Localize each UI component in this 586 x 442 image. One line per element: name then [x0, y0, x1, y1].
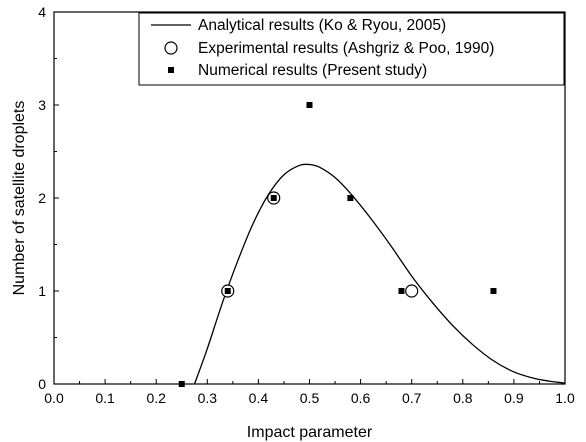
numerical-point [178, 381, 185, 387]
analytical-curve [193, 163, 565, 384]
x-tick-label: 1.0 [555, 390, 575, 406]
legend-box [138, 12, 565, 86]
legend-square-symbol [168, 67, 174, 73]
experimental-point [405, 284, 419, 298]
numerical-point [347, 195, 354, 201]
x-axis-title: Impact parameter [247, 424, 373, 441]
x-tick-label: 0.9 [504, 390, 524, 406]
x-tick-label: 0.3 [198, 390, 218, 406]
numerical-point [224, 288, 231, 294]
marker-layer [178, 102, 497, 387]
x-tick-label: 0.2 [146, 390, 166, 406]
y-tick-label: 1 [38, 283, 46, 299]
x-tick-label: 0.1 [95, 390, 115, 406]
y-axis: 0 1 2 3 4 [38, 4, 59, 392]
numerical-point [270, 195, 277, 201]
numerical-point [490, 288, 497, 294]
legend-circle-symbol [164, 41, 178, 55]
numerical-point [398, 288, 405, 294]
legend-label-analytical: Analytical results (Ko & Ryou, 2005) [198, 17, 446, 34]
y-axis-title: Number of satellite droplets [11, 101, 28, 296]
y-tick-label: 4 [38, 4, 46, 20]
legend: Analytical results (Ko & Ryou, 2005) Exp… [138, 12, 565, 86]
series-layer [193, 163, 565, 384]
y-tick-label: 2 [38, 190, 46, 206]
x-tick-label: 0.7 [402, 390, 422, 406]
y-tick-label: 3 [38, 97, 46, 113]
numerical-point [306, 102, 313, 108]
x-tick-label: 0.6 [351, 390, 371, 406]
x-tick-label: 0.0 [44, 390, 64, 406]
y-tick-label: 0 [38, 376, 46, 392]
x-tick-label: 0.8 [453, 390, 473, 406]
legend-label-experimental: Experimental results (Ashgriz & Poo, 199… [198, 40, 494, 57]
x-tick-label: 0.5 [300, 390, 320, 406]
legend-label-numerical: Numerical results (Present study) [198, 62, 427, 79]
x-axis: 0.0 0.1 0.2 0.3 0.4 0.5 0.6 0.7 0.8 0.9 1.0 [44, 379, 575, 406]
x-tick-label: 0.4 [249, 390, 269, 406]
